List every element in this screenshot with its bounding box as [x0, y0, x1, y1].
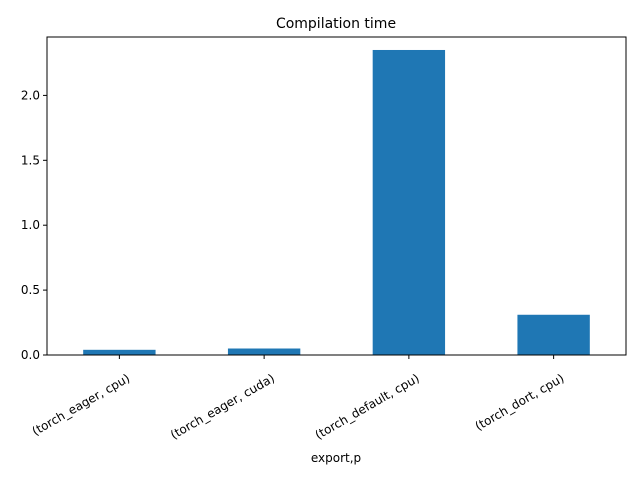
y-tick-label: 1.0: [21, 218, 40, 232]
y-tick-label: 0.5: [21, 283, 40, 297]
y-tick-label: 2.0: [21, 88, 40, 102]
axes-frame: [46, 36, 627, 356]
bar-0: [83, 349, 156, 355]
chart-title: Compilation time: [276, 16, 396, 32]
y-tick-label: 0.0: [21, 348, 40, 362]
x-axis-label: export,p: [311, 451, 361, 465]
bar-2: [372, 49, 446, 356]
y-tick-label: 1.5: [21, 153, 40, 167]
bar-1: [227, 348, 301, 355]
bars-group: [83, 49, 590, 356]
y-axis-ticks: 0.0 0.5 1.0 1.5 2.0: [21, 88, 47, 362]
bar-3: [517, 314, 590, 355]
